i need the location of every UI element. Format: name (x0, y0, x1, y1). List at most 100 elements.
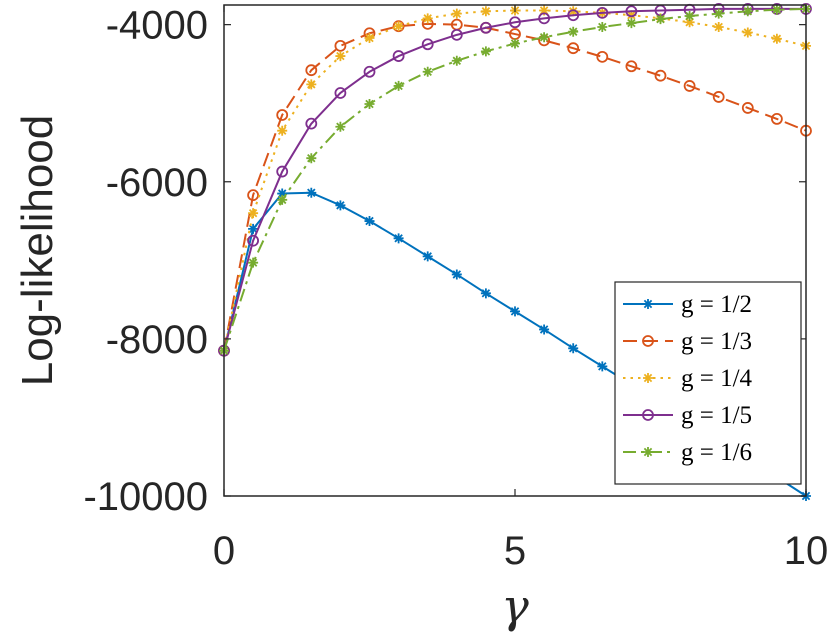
y-tick-label: -8000 (106, 318, 208, 362)
y-axis-label: Log-likelihood (13, 115, 62, 387)
data-point (713, 8, 724, 19)
legend-item: g = 1/2 (623, 291, 752, 318)
data-point (625, 5, 638, 18)
data-point (422, 13, 433, 24)
y-tick-label: -6000 (106, 161, 208, 205)
data-point (712, 91, 725, 103)
data-point (741, 102, 754, 114)
series-path (223, 7, 806, 351)
legend: g = 1/2 g = 1/3 g = 1/4 g = 1/5 g = 1/6 (614, 281, 802, 485)
tick-labels: 0 5 10 -10000 -8000 -6000 -4000 (83, 4, 828, 573)
data-point (684, 17, 695, 28)
data-point (597, 361, 608, 372)
data-point (450, 28, 463, 41)
data-point (568, 6, 579, 17)
data-point (276, 109, 289, 121)
data-point (596, 50, 609, 63)
data-point (713, 21, 724, 32)
data-point (247, 189, 260, 202)
data-point (248, 257, 259, 268)
data-point (276, 165, 289, 178)
data-point (364, 32, 375, 43)
data-point (480, 288, 491, 299)
legend-marker (643, 373, 653, 383)
data-point (625, 60, 638, 73)
legend-item: g = 1/6 (623, 439, 752, 466)
data-point (451, 55, 462, 66)
data-point (480, 46, 491, 57)
data-point (626, 10, 637, 21)
data-point (248, 208, 259, 219)
data-point (247, 234, 260, 247)
data-point (510, 306, 520, 317)
x-tick-label: 0 (213, 529, 235, 573)
data-point (626, 18, 637, 29)
data-point (771, 33, 782, 44)
data-point (771, 113, 783, 125)
data-point (393, 21, 404, 32)
data-point (335, 121, 346, 132)
y-tick-label: -4000 (106, 4, 208, 48)
data-point (364, 216, 375, 227)
data-point (567, 42, 580, 55)
data-point (567, 9, 580, 22)
data-point (334, 87, 347, 99)
data-point (363, 65, 376, 78)
data-point (277, 125, 288, 136)
data-point (568, 26, 579, 37)
data-point (306, 79, 317, 90)
data-point (538, 12, 550, 25)
data-point (654, 69, 667, 82)
data-point (422, 251, 433, 262)
data-point (742, 27, 753, 38)
data-point (451, 8, 462, 19)
data-point (277, 188, 288, 199)
data-point (596, 6, 609, 19)
data-point (306, 153, 317, 164)
data-point (597, 21, 608, 32)
data-point (684, 10, 695, 21)
data-point (479, 21, 492, 34)
series-line-3 (219, 5, 811, 356)
data-point (277, 194, 288, 205)
data-point (305, 117, 318, 130)
legend-marker (642, 335, 654, 347)
legend-item: g = 1/4 (623, 365, 753, 392)
x-axis-label: γ (501, 579, 529, 633)
series-path (223, 22, 807, 351)
data-point (539, 5, 550, 16)
data-point (451, 269, 462, 280)
data-point (392, 50, 405, 62)
legend-item: g = 1/3 (623, 328, 752, 355)
data-point (509, 16, 521, 29)
legend-label: g = 1/4 (681, 365, 753, 392)
legend-label: g = 1/6 (681, 439, 752, 466)
data-point (655, 14, 666, 25)
legend-label: g = 1/5 (681, 402, 752, 429)
data-point (306, 187, 317, 198)
legend-marker (642, 409, 654, 421)
data-point (393, 80, 404, 91)
data-point (335, 51, 346, 62)
data-point (248, 223, 259, 234)
legend-item: g = 1/5 (623, 402, 752, 429)
legend-marker (643, 299, 653, 309)
data-point (510, 38, 520, 49)
data-point (364, 98, 375, 109)
legend-label: g = 1/3 (681, 328, 752, 355)
y-tick-label: -10000 (83, 475, 208, 519)
data-point (334, 39, 347, 52)
data-point (335, 200, 346, 211)
data-point (539, 324, 550, 335)
data-point (422, 66, 433, 77)
data-point (480, 6, 491, 17)
data-point (742, 6, 753, 17)
data-point (771, 4, 782, 15)
data-point (421, 38, 434, 51)
data-point (683, 80, 696, 92)
data-point (393, 233, 404, 244)
data-point (568, 343, 579, 354)
data-point (305, 64, 318, 77)
legend-marker (643, 447, 653, 457)
